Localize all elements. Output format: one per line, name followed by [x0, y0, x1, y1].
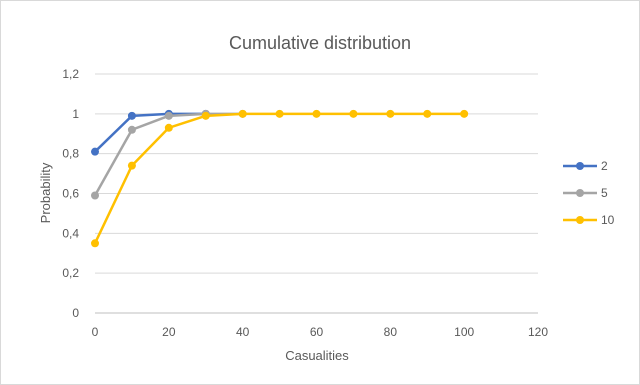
data-point	[127, 125, 136, 134]
legend-label: 5	[601, 186, 608, 200]
data-point	[349, 109, 358, 118]
series-2	[91, 109, 210, 156]
series-line	[93, 112, 465, 244]
legend: 2 5 10	[563, 159, 615, 227]
y-axis-label: Probability	[38, 162, 53, 223]
x-tick-label: 60	[310, 325, 324, 339]
legend-label: 2	[601, 159, 608, 173]
legend-label: 10	[601, 213, 615, 227]
y-tick-label: 0,6	[62, 187, 79, 201]
x-axis-label: Casualities	[285, 348, 349, 363]
x-tick-label: 100	[454, 325, 474, 339]
y-tick-label: 0	[72, 306, 79, 320]
data-point	[386, 109, 395, 118]
legend-item: 5	[563, 186, 608, 200]
legend-marker	[576, 216, 584, 224]
series-5	[91, 109, 247, 200]
data-point	[238, 109, 247, 118]
x-tick-label: 0	[92, 325, 99, 339]
data-point	[460, 109, 469, 118]
y-axis-ticks: 0 0,2 0,4 0,6 0,8 1 1,2	[62, 67, 79, 320]
y-tick-label: 0,8	[62, 147, 79, 161]
data-point	[275, 109, 284, 118]
y-tick-label: 0,2	[62, 266, 79, 280]
x-tick-label: 40	[236, 325, 250, 339]
data-point	[423, 109, 432, 118]
data-point	[91, 239, 99, 248]
data-point	[91, 147, 99, 156]
series-10	[91, 109, 469, 248]
x-tick-label: 120	[528, 325, 548, 339]
y-tick-label: 1,2	[62, 67, 79, 81]
data-point	[127, 111, 136, 120]
data-point	[164, 123, 173, 132]
data-point	[164, 111, 173, 120]
chart-title: Cumulative distribution	[229, 33, 411, 53]
data-point	[201, 111, 210, 120]
y-tick-label: 0,4	[62, 226, 79, 240]
x-tick-label: 80	[384, 325, 398, 339]
data-point	[127, 161, 136, 170]
series-layer	[91, 109, 469, 248]
x-axis-ticks: 0 20 40 60 80 100 120	[92, 325, 549, 339]
legend-item: 2	[563, 159, 608, 173]
legend-marker	[576, 162, 584, 170]
data-point	[312, 109, 321, 118]
data-point	[91, 191, 99, 200]
legend-marker	[576, 189, 584, 197]
y-tick-label: 1	[72, 107, 79, 121]
x-tick-label: 20	[162, 325, 176, 339]
legend-item: 10	[563, 213, 615, 227]
